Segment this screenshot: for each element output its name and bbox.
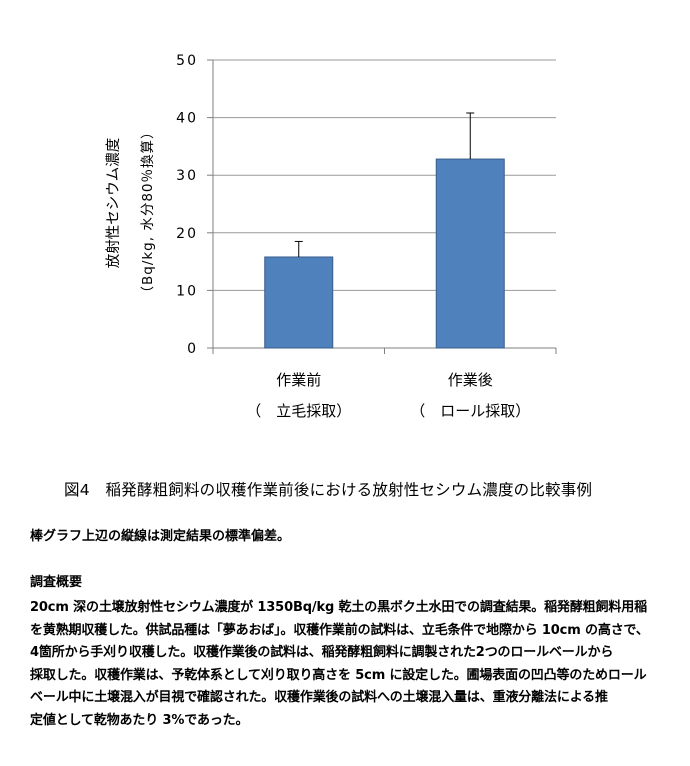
x-category-labels: 作業前 （ 立毛採取） 作業後 （ ロール採取） xyxy=(246,371,530,420)
y-axis-label: 放射性セシウム濃度 （Bq/kg, 水分80％換算） xyxy=(105,124,156,299)
x-category-sublabel: （ 立毛採取） xyxy=(246,402,351,420)
x-category-sublabel: （ ロール採取） xyxy=(410,402,530,420)
x-category-label: 作業後 xyxy=(448,371,493,389)
y-tick-label: 50 xyxy=(176,53,198,69)
bar-chart: 0 10 20 30 40 50 作業前 （ 立毛採取） 作業後 （ ロール採取） 放射性セシウ… xyxy=(105,53,557,420)
summary-line: 20cm 深の土壌放射性セシウム濃度が 1350Bq/kg 乾土の黒ボク土水田で… xyxy=(30,600,647,615)
y-tick-labels: 0 10 20 30 40 50 xyxy=(176,53,198,357)
y-tick-label: 0 xyxy=(187,341,198,357)
y-axis-label-line1: 放射性セシウム濃度 xyxy=(105,138,122,269)
x-category-label: 作業前 xyxy=(276,371,321,389)
error-bars xyxy=(294,112,475,257)
y-tick-label: 30 xyxy=(176,168,198,184)
bar-2 xyxy=(435,158,505,349)
y-tick-label: 20 xyxy=(176,226,198,242)
y-tick-label: 40 xyxy=(176,111,198,127)
summary-line: 4箇所から手刈り収穫した。収穫作業後の試料は、稲発酵粗飼料に調製された2つのロー… xyxy=(30,645,614,660)
summary-line: を黄熟期収穫した。供試品種は「夢あおば」。収穫作業前の試料は、立毛条件で地際から… xyxy=(30,622,649,638)
y-tick-label: 10 xyxy=(176,283,198,299)
summary-heading: 調査概要 xyxy=(30,575,83,590)
summary-line: 採取した。収穫作業は、予乾体系として刈り取り高さを 5cm に設定した。圃場表面… xyxy=(30,667,647,683)
bars xyxy=(264,158,505,349)
summary-line: 定値として乾物あたり 3%であった。 xyxy=(30,712,249,728)
summary-line: ベール中に土壌混入が目視で確認された。収穫作業後の試料への土壌混入量は、重液分離… xyxy=(30,690,608,705)
figure-caption: 図4 稲発酵粗飼料の収穫作業前後における放射性セシウム濃度の比較事例 xyxy=(64,481,593,499)
error-bar-note: 棒グラフ上辺の縦線は測定結果の標準偏差。 xyxy=(30,529,291,544)
bar-1 xyxy=(264,256,334,349)
y-axis-label-line2: （Bq/kg, 水分80％換算） xyxy=(140,124,156,299)
